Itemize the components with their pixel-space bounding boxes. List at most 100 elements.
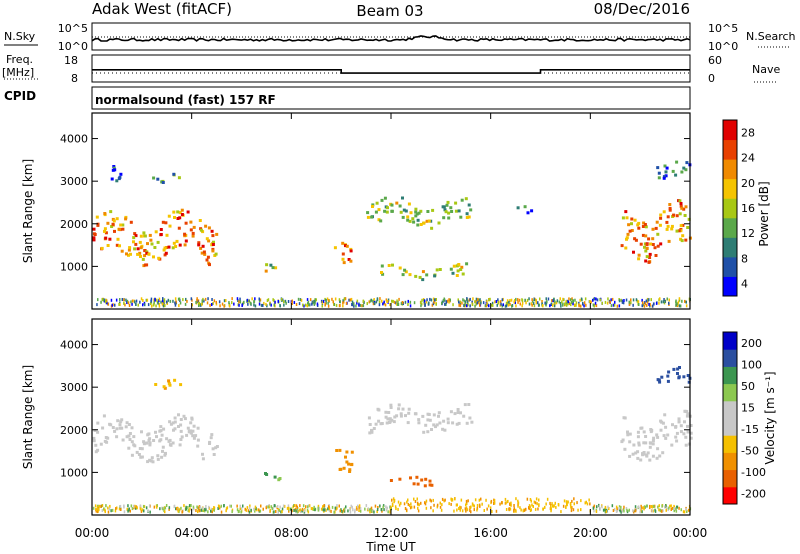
data-cell	[338, 504, 340, 508]
data-cell	[491, 301, 494, 305]
data-cell	[648, 445, 652, 449]
data-cell	[164, 251, 168, 255]
data-cell	[446, 417, 450, 421]
data-cell	[147, 303, 150, 307]
data-cell	[368, 300, 370, 304]
data-cell	[420, 304, 422, 308]
data-cell	[664, 425, 668, 429]
data-cell	[676, 372, 679, 375]
nave-tick-top: 60	[708, 54, 722, 67]
data-cell	[418, 503, 420, 507]
data-cell	[370, 506, 373, 510]
data-cell	[109, 210, 113, 214]
data-cell	[680, 206, 684, 210]
data-cell	[615, 505, 618, 509]
data-cell	[595, 510, 598, 513]
data-cell	[375, 201, 379, 205]
data-cell	[173, 378, 177, 382]
data-cell	[272, 506, 274, 510]
data-cell	[428, 483, 432, 487]
data-cell	[518, 298, 521, 302]
data-cell	[210, 433, 214, 437]
data-cell	[575, 301, 578, 305]
data-cell	[238, 303, 240, 307]
data-cell	[493, 499, 496, 502]
data-cell	[628, 300, 630, 304]
data-cell	[531, 298, 533, 302]
data-cell	[308, 303, 310, 307]
data-cell	[233, 302, 235, 306]
colorbar-tick-label: -50	[741, 444, 759, 457]
data-cell	[332, 300, 334, 304]
data-cell	[686, 412, 690, 416]
data-cell	[199, 246, 203, 250]
colorbar-swatch	[723, 217, 737, 238]
data-cell	[199, 228, 203, 232]
data-cell	[258, 299, 261, 303]
data-cell	[460, 498, 463, 502]
data-cell	[228, 301, 230, 305]
data-cell	[377, 218, 381, 222]
data-cell	[269, 508, 271, 512]
data-cell	[342, 304, 344, 308]
data-cell	[282, 298, 284, 302]
data-cell	[658, 380, 662, 384]
data-cell	[197, 241, 201, 245]
data-cell	[594, 301, 597, 305]
data-cell	[239, 507, 241, 510]
data-cell	[656, 232, 660, 236]
colorbar-swatch	[723, 139, 737, 160]
data-cell	[192, 436, 196, 440]
data-cell	[649, 506, 651, 510]
data-cell	[631, 452, 635, 456]
data-cell	[484, 304, 487, 308]
data-cell	[669, 504, 671, 508]
data-cell	[96, 303, 98, 307]
colorbar-tick-label: 50	[741, 380, 755, 393]
data-cell	[632, 298, 635, 302]
data-cell	[291, 509, 293, 513]
data-cell	[454, 209, 458, 213]
data-cell	[168, 420, 172, 424]
data-cell	[148, 437, 152, 441]
data-cell	[470, 505, 472, 509]
data-cell	[116, 506, 118, 510]
data-cell	[471, 300, 473, 304]
data-cell	[423, 299, 426, 303]
data-cell	[444, 302, 446, 306]
data-cell	[649, 430, 653, 434]
data-cell	[114, 509, 117, 513]
data-cell	[550, 509, 552, 513]
data-cell	[201, 299, 203, 303]
data-cell	[593, 504, 596, 508]
data-cell	[679, 237, 683, 241]
data-cell	[672, 367, 676, 371]
data-cell	[207, 297, 209, 301]
data-cell	[259, 298, 262, 302]
data-cell	[130, 453, 134, 457]
data-cell	[381, 272, 385, 276]
data-cell	[641, 225, 645, 228]
data-cell	[293, 301, 296, 304]
data-cell	[407, 299, 409, 303]
data-cell	[350, 504, 352, 508]
data-cell	[145, 251, 149, 255]
data-cell	[103, 507, 105, 511]
data-cell	[593, 509, 595, 513]
data-cell	[679, 202, 683, 205]
data-cell	[666, 215, 670, 219]
data-cell	[385, 508, 388, 512]
data-cell	[214, 252, 218, 256]
data-cell	[464, 197, 468, 201]
data-cell	[534, 507, 537, 511]
data-cell	[211, 510, 213, 514]
data-cell	[161, 445, 165, 449]
data-cell	[392, 420, 396, 424]
data-cell	[505, 304, 508, 308]
data-cell	[658, 454, 662, 458]
data-cell	[162, 299, 164, 303]
data-cell	[490, 499, 493, 503]
data-cell	[150, 299, 152, 303]
data-cell	[455, 422, 459, 426]
data-cell	[465, 499, 468, 503]
